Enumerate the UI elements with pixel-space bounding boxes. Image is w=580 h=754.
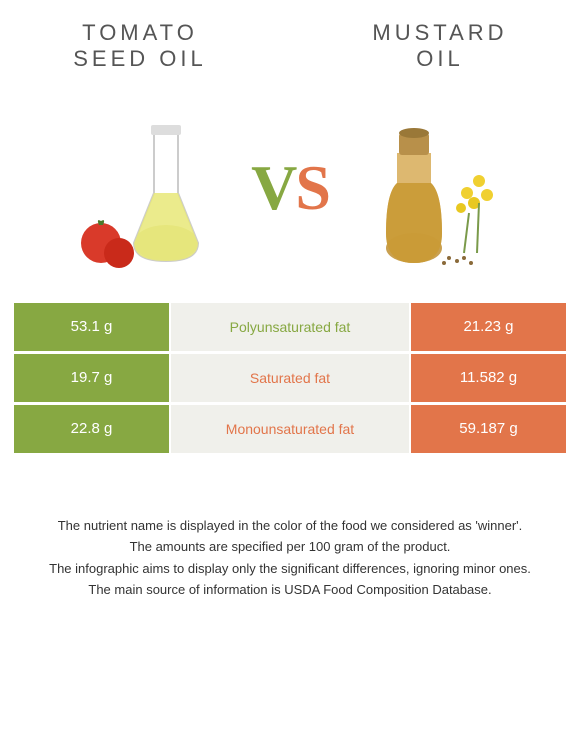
- right-value: 11.582 g: [411, 354, 566, 402]
- vs-s: S: [295, 152, 329, 223]
- right-title-line1: MUSTARD: [350, 20, 530, 46]
- table-row: 53.1 g Polyunsaturated fat 21.23 g: [14, 303, 566, 351]
- footer-line: The infographic aims to display only the…: [40, 559, 540, 579]
- right-title-line2: OIL: [350, 46, 530, 72]
- right-title: MUSTARD OIL: [350, 20, 530, 73]
- vs-label: VS: [251, 151, 329, 225]
- nutrient-label: Polyunsaturated fat: [171, 303, 409, 351]
- tomato-oil-icon: [71, 103, 231, 273]
- footer-notes: The nutrient name is displayed in the co…: [0, 456, 580, 622]
- left-title-line1: TOMATO: [50, 20, 230, 46]
- comparison-table: 53.1 g Polyunsaturated fat 21.23 g 19.7 …: [0, 303, 580, 453]
- left-value: 22.8 g: [14, 405, 169, 453]
- right-value: 59.187 g: [411, 405, 566, 453]
- visual-row: VS: [0, 83, 580, 303]
- left-value: 19.7 g: [14, 354, 169, 402]
- vs-v: V: [251, 152, 295, 223]
- footer-line: The nutrient name is displayed in the co…: [40, 516, 540, 536]
- header: TOMATO SEED OIL MUSTARD OIL: [0, 0, 580, 83]
- right-food-image: [349, 103, 509, 273]
- footer-line: The amounts are specified per 100 gram o…: [40, 537, 540, 557]
- mustard-oil-icon: [349, 103, 509, 273]
- nutrient-label: Monounsaturated fat: [171, 405, 409, 453]
- left-title: TOMATO SEED OIL: [50, 20, 230, 73]
- nutrient-label: Saturated fat: [171, 354, 409, 402]
- left-title-line2: SEED OIL: [50, 46, 230, 72]
- left-food-image: [71, 103, 231, 273]
- footer-line: The main source of information is USDA F…: [40, 580, 540, 600]
- left-value: 53.1 g: [14, 303, 169, 351]
- table-row: 19.7 g Saturated fat 11.582 g: [14, 354, 566, 402]
- table-row: 22.8 g Monounsaturated fat 59.187 g: [14, 405, 566, 453]
- right-value: 21.23 g: [411, 303, 566, 351]
